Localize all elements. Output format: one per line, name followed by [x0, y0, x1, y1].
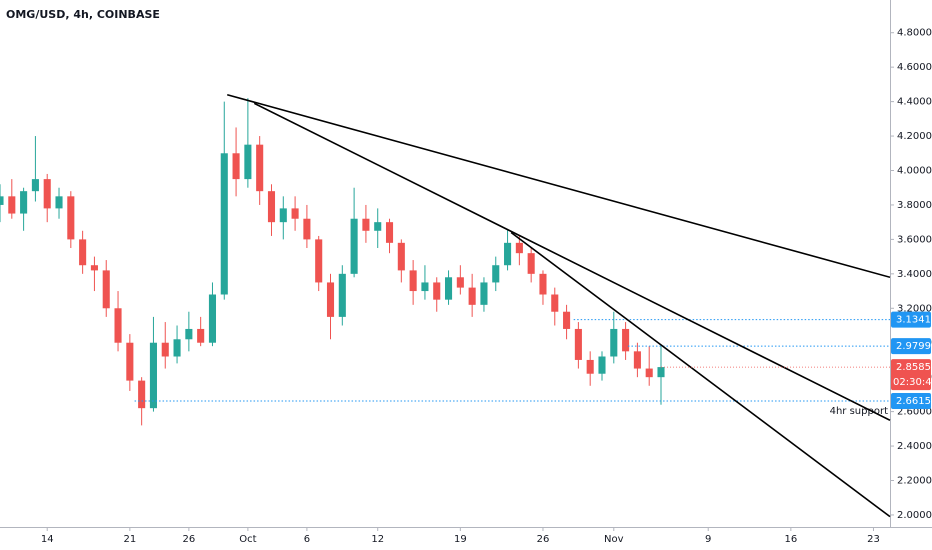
- candle-body: [197, 328, 205, 343]
- candle-body: [232, 153, 240, 180]
- candle-body: [102, 270, 110, 309]
- y-tick-label: 3.8000: [897, 200, 932, 211]
- candle-body: [138, 380, 146, 409]
- x-tick-label: Oct: [239, 534, 256, 545]
- y-tick-label: 3.2000: [897, 303, 932, 314]
- candle-body: [185, 328, 193, 340]
- candle-body: [468, 287, 476, 305]
- candle-body: [149, 342, 157, 409]
- candle-body: [67, 196, 75, 240]
- candle-body: [445, 277, 453, 300]
- candle-body: [527, 253, 535, 274]
- x-tick-label: Nov: [604, 534, 624, 545]
- candle-body: [492, 265, 500, 283]
- y-tick-label: 2.4000: [897, 441, 932, 452]
- candle-body: [20, 191, 28, 214]
- candle-body: [114, 308, 122, 343]
- trendline: [227, 93, 891, 279]
- candle-body: [397, 242, 405, 271]
- candle-body: [0, 196, 4, 205]
- x-tick-label: 12: [371, 534, 384, 545]
- y-tick-label: 4.0000: [897, 166, 932, 177]
- candle-body: [645, 368, 653, 378]
- candle-body: [515, 242, 523, 254]
- candle-body: [291, 208, 299, 219]
- candle-body: [43, 179, 51, 209]
- candle-body: [303, 218, 311, 240]
- candle-body: [409, 270, 417, 292]
- candle-body: [220, 153, 228, 295]
- candle-body: [256, 144, 264, 192]
- level-tag-label: 2.6615: [896, 396, 931, 407]
- candle-body: [279, 208, 287, 223]
- candle-body: [539, 273, 547, 295]
- candle-body: [126, 342, 134, 381]
- y-tick-label: 4.4000: [897, 97, 932, 108]
- x-tick-label: 26: [537, 534, 550, 545]
- candle-body: [622, 328, 630, 352]
- last-price-label: 2.8585: [896, 362, 931, 373]
- candle-body: [433, 282, 441, 300]
- candle-body: [350, 218, 358, 274]
- candle-body: [326, 282, 335, 317]
- countdown: 02:30:42: [893, 377, 932, 388]
- last-price-tag: [891, 359, 931, 391]
- candle-body: [173, 339, 181, 357]
- x-tick-label: 19: [454, 534, 467, 545]
- candle-body: [633, 351, 641, 369]
- candle-body: [610, 328, 618, 357]
- y-tick-label: 4.6000: [897, 62, 932, 73]
- y-tick-label: 4.8000: [897, 28, 932, 39]
- candle-body: [586, 359, 594, 374]
- x-tick-label: 26: [182, 534, 195, 545]
- x-tick-label: 14: [41, 534, 54, 545]
- y-tick-label: 2.0000: [897, 510, 932, 521]
- candle-body: [574, 328, 582, 360]
- candle-body: [551, 294, 559, 312]
- level-tag-label: 3.1341: [896, 315, 931, 326]
- y-tick-label: 2.2000: [897, 476, 932, 487]
- candle-body: [79, 239, 87, 266]
- y-tick-label: 2.6000: [897, 407, 932, 418]
- candle-body: [161, 342, 169, 357]
- candle-body: [480, 282, 488, 305]
- level-tag-label: 2.9799: [896, 341, 931, 352]
- candle-body: [362, 218, 370, 231]
- candle-body: [315, 239, 323, 283]
- level-note: 4hr support: [830, 406, 888, 417]
- level-tag: [891, 393, 931, 410]
- candle-body: [267, 191, 276, 223]
- x-tick-label: 23: [867, 534, 880, 545]
- x-tick-label: 16: [784, 534, 797, 545]
- candle-body: [598, 356, 606, 374]
- chart-title: OMG/USD, 4h, COINBASE: [6, 8, 160, 21]
- y-tick-label: 4.2000: [897, 131, 932, 142]
- level-tag: [891, 338, 931, 355]
- candle-body: [657, 367, 665, 378]
- candle-body: [55, 196, 63, 209]
- x-tick-label: 9: [705, 534, 711, 545]
- y-tick-label: 3.6000: [897, 234, 932, 245]
- y-tick-label: 3.4000: [897, 269, 932, 280]
- x-tick-label: 21: [123, 534, 136, 545]
- candle-body: [385, 222, 394, 243]
- candle-body: [504, 242, 512, 266]
- x-tick-label: 6: [304, 534, 310, 545]
- candle-body: [8, 196, 16, 214]
- candle-body: [208, 294, 217, 343]
- candle-body: [90, 265, 98, 271]
- candle-body: [563, 311, 571, 329]
- trendline: [510, 231, 891, 518]
- candle-body: [244, 144, 252, 180]
- level-tag: [891, 311, 931, 328]
- candle-body: [421, 282, 429, 292]
- candle-body: [338, 273, 346, 317]
- candle-body: [456, 277, 464, 288]
- candle-body: [374, 222, 382, 231]
- candle-body: [31, 179, 39, 192]
